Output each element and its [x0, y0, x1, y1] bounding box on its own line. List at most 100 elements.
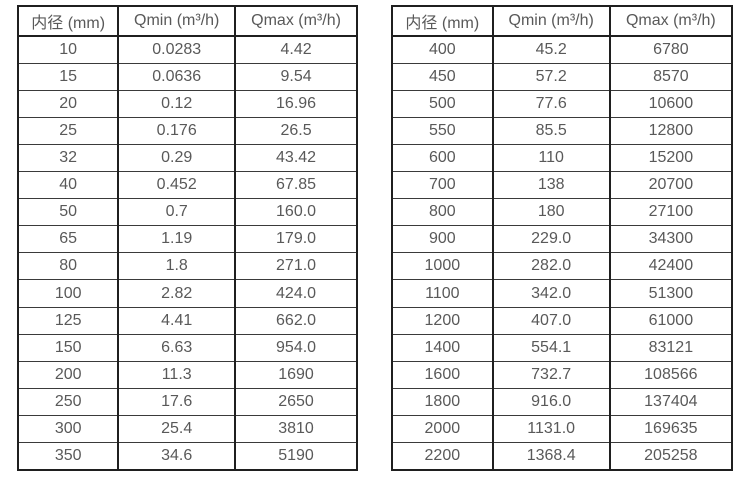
- table-cell: 0.12: [117, 90, 237, 119]
- table-row: 400 45.2 6780: [391, 35, 734, 65]
- table-cell: 45.2: [491, 35, 611, 65]
- table-cell: 138: [491, 171, 611, 200]
- table-cell: 6.63: [117, 333, 237, 362]
- flow-spec-table-small-diameters: 内径 (mm) Qmin (m³/h) Qmax (m³/h) 10 0.0283 4.4…: [16, 5, 358, 471]
- table-cell: 500: [391, 90, 494, 119]
- table-row: 2000 1131.0 169635: [391, 414, 734, 443]
- table-cell: 1131.0: [491, 414, 611, 443]
- table-cell: 1368.4: [491, 441, 611, 471]
- table-cell: 180: [491, 198, 611, 227]
- table-cell: 11.3: [117, 360, 237, 389]
- table-cell: 83121: [608, 333, 734, 362]
- table-cell: 1600: [391, 360, 494, 389]
- table-cell: 61000: [608, 306, 734, 335]
- table-cell: 67.85: [234, 171, 358, 200]
- table-cell: 1800: [391, 387, 494, 416]
- column-header: Qmin (m³/h): [491, 5, 611, 37]
- table-cell: 26.5: [234, 117, 358, 146]
- table-cell: 250: [16, 387, 120, 416]
- table-cell: 137404: [608, 387, 734, 416]
- table-cell: 0.7: [117, 198, 237, 227]
- table-row: 50 0.7 160.0: [16, 198, 358, 227]
- table-cell: 900: [391, 225, 494, 254]
- table-cell: 407.0: [491, 306, 611, 335]
- table-cell: 700: [391, 171, 494, 200]
- table-cell: 169635: [608, 414, 734, 443]
- table-cell: 27100: [608, 198, 734, 227]
- table-cell: 110: [491, 144, 611, 173]
- table-cell: 40: [16, 171, 120, 200]
- table-cell: 1000: [391, 252, 494, 281]
- table-cell: 732.7: [491, 360, 611, 389]
- table-cell: 4.42: [234, 35, 358, 65]
- header-row: 内径 (mm) Qmin (m³/h) Qmax (m³/h): [16, 5, 358, 37]
- table-cell: 179.0: [234, 225, 358, 254]
- table-cell: 800: [391, 198, 494, 227]
- table-cell: 2000: [391, 414, 494, 443]
- table-cell: 550: [391, 117, 494, 146]
- table-cell: 9.54: [234, 63, 358, 92]
- table-row: 15 0.0636 9.54: [16, 63, 358, 92]
- table-row: 700 138 20700: [391, 171, 734, 200]
- table-row: 150 6.63 954.0: [16, 333, 358, 362]
- table-cell: 450: [391, 63, 494, 92]
- table-row: 550 85.5 12800: [391, 117, 734, 146]
- table-cell: 20: [16, 90, 120, 119]
- table-row: 1400 554.1 83121: [391, 333, 734, 362]
- column-header: 内径 (mm): [16, 5, 120, 37]
- table-row: 25 0.176 26.5: [16, 117, 358, 146]
- table-cell: 50: [16, 198, 120, 227]
- table-cell: 424.0: [234, 279, 358, 308]
- table-cell: 32: [16, 144, 120, 173]
- table-row: 800 180 27100: [391, 198, 734, 227]
- table-cell: 1.8: [117, 252, 237, 281]
- table-cell: 662.0: [234, 306, 358, 335]
- table-cell: 125: [16, 306, 120, 335]
- table-cell: 400: [391, 35, 494, 65]
- table-cell: 954.0: [234, 333, 358, 362]
- table-cell: 108566: [608, 360, 734, 389]
- table-cell: 12800: [608, 117, 734, 146]
- table-row: 1800 916.0 137404: [391, 387, 734, 416]
- table-cell: 34.6: [117, 441, 237, 471]
- table-cell: 43.42: [234, 144, 358, 173]
- table-cell: 282.0: [491, 252, 611, 281]
- table-cell: 0.176: [117, 117, 237, 146]
- table-row: 40 0.452 67.85: [16, 171, 358, 200]
- table-row: 450 57.2 8570: [391, 63, 734, 92]
- table-cell: 2200: [391, 441, 494, 471]
- table-cell: 5190: [234, 441, 358, 471]
- table-row: 600 110 15200: [391, 144, 734, 173]
- column-header: 内径 (mm): [391, 5, 494, 37]
- table-cell: 17.6: [117, 387, 237, 416]
- table-cell: 51300: [608, 279, 734, 308]
- table-row: 32 0.29 43.42: [16, 144, 358, 173]
- table-cell: 25: [16, 117, 120, 146]
- table-cell: 34300: [608, 225, 734, 254]
- table-cell: 300: [16, 414, 120, 443]
- table-row: 350 34.6 5190: [16, 441, 358, 471]
- flow-spec-table-large-diameters: 内径 (mm) Qmin (m³/h) Qmax (m³/h) 400 45.2 6780…: [391, 5, 734, 471]
- table-row: 250 17.6 2650: [16, 387, 358, 416]
- table-cell: 2650: [234, 387, 358, 416]
- table-cell: 1100: [391, 279, 494, 308]
- table-cell: 205258: [608, 441, 734, 471]
- table-cell: 100: [16, 279, 120, 308]
- table-cell: 0.0283: [117, 35, 237, 65]
- table-row: 125 4.41 662.0: [16, 306, 358, 335]
- table-cell: 4.41: [117, 306, 237, 335]
- table-cell: 16.96: [234, 90, 358, 119]
- table-cell: 1200: [391, 306, 494, 335]
- table-cell: 0.452: [117, 171, 237, 200]
- table-row: 1100 342.0 51300: [391, 279, 734, 308]
- table-cell: 0.0636: [117, 63, 237, 92]
- table-row: 20 0.12 16.96: [16, 90, 358, 119]
- table-row: 65 1.19 179.0: [16, 225, 358, 254]
- table-cell: 1690: [234, 360, 358, 389]
- table-cell: 350: [16, 441, 120, 471]
- column-header: Qmax (m³/h): [608, 5, 734, 37]
- column-header: Qmin (m³/h): [117, 5, 237, 37]
- table-cell: 600: [391, 144, 494, 173]
- table-cell: 42400: [608, 252, 734, 281]
- table-cell: 916.0: [491, 387, 611, 416]
